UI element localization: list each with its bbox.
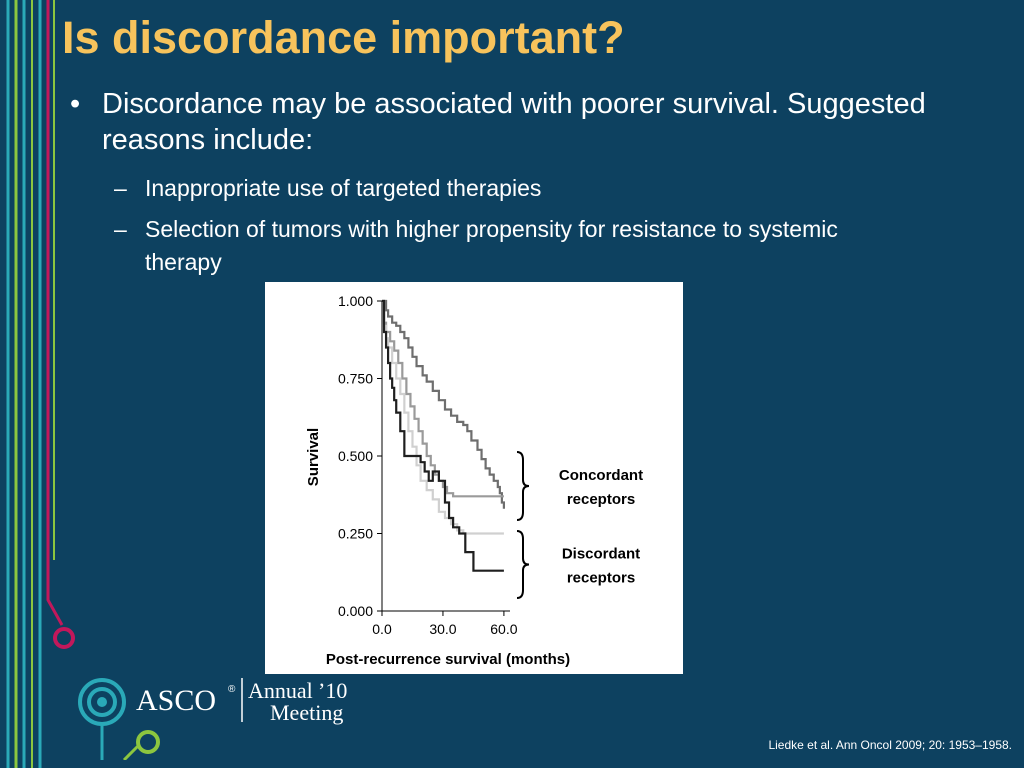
asco-annual-meeting-logo: ASCO ® Annual ’10 Meeting	[78, 678, 347, 760]
registered-mark: ®	[228, 684, 236, 695]
annotation-label: Discordant	[562, 546, 640, 563]
y-axis-label: Survival	[305, 428, 322, 486]
annotation-label: receptors	[567, 491, 635, 508]
year-text: ’10	[318, 678, 347, 703]
sub-bullet-text: Selection of tumors with higher propensi…	[145, 216, 838, 275]
x-tick-label: 30.0	[429, 621, 456, 637]
y-tick-label: 0.000	[338, 603, 373, 619]
asco-wordmark: ASCO	[136, 684, 216, 717]
main-bullet-text: Discordance may be associated with poore…	[102, 88, 926, 156]
y-tick-label: 0.250	[338, 526, 373, 542]
bullet-mark: •	[70, 88, 81, 120]
survival-curve-4	[382, 299, 504, 572]
x-tick-label: 0.0	[372, 621, 392, 637]
annual-text: Annual	[248, 678, 313, 703]
annotation-brace	[516, 530, 530, 599]
decorative-circuit-lines	[6, 0, 75, 768]
meeting-text: Meeting	[270, 700, 343, 725]
slide-title: Is discordance important?	[62, 12, 625, 63]
y-tick-label: 0.500	[338, 448, 373, 464]
annotation-label: Concordant	[559, 467, 643, 484]
y-tick-label: 0.750	[338, 371, 373, 387]
annotation-brace	[516, 451, 530, 521]
x-axis-label: Post-recurrence survival (months)	[326, 651, 570, 668]
sub-bullet-mark: –	[114, 216, 127, 242]
sub-bullet-text: Inappropriate use of targeted therapies	[145, 175, 542, 201]
x-tick-label: 60.0	[490, 621, 517, 637]
sub-bullet-mark: –	[114, 175, 127, 201]
citation: Liedke et al. Ann Oncol 2009; 20: 1953–1…	[768, 738, 1012, 752]
survival-curve-1	[382, 299, 506, 509]
survival-chart: 0.000 0.250 0.500 0.750 1.000 0.0 30.0 60.0 Sur…	[265, 282, 683, 674]
annotation-label: receptors	[567, 570, 635, 587]
y-tick-label: 1.000	[338, 293, 373, 309]
survival-chart-svg: 0.000 0.250 0.500 0.750 1.000 0.0 30.0 60.0 Sur…	[305, 293, 643, 668]
